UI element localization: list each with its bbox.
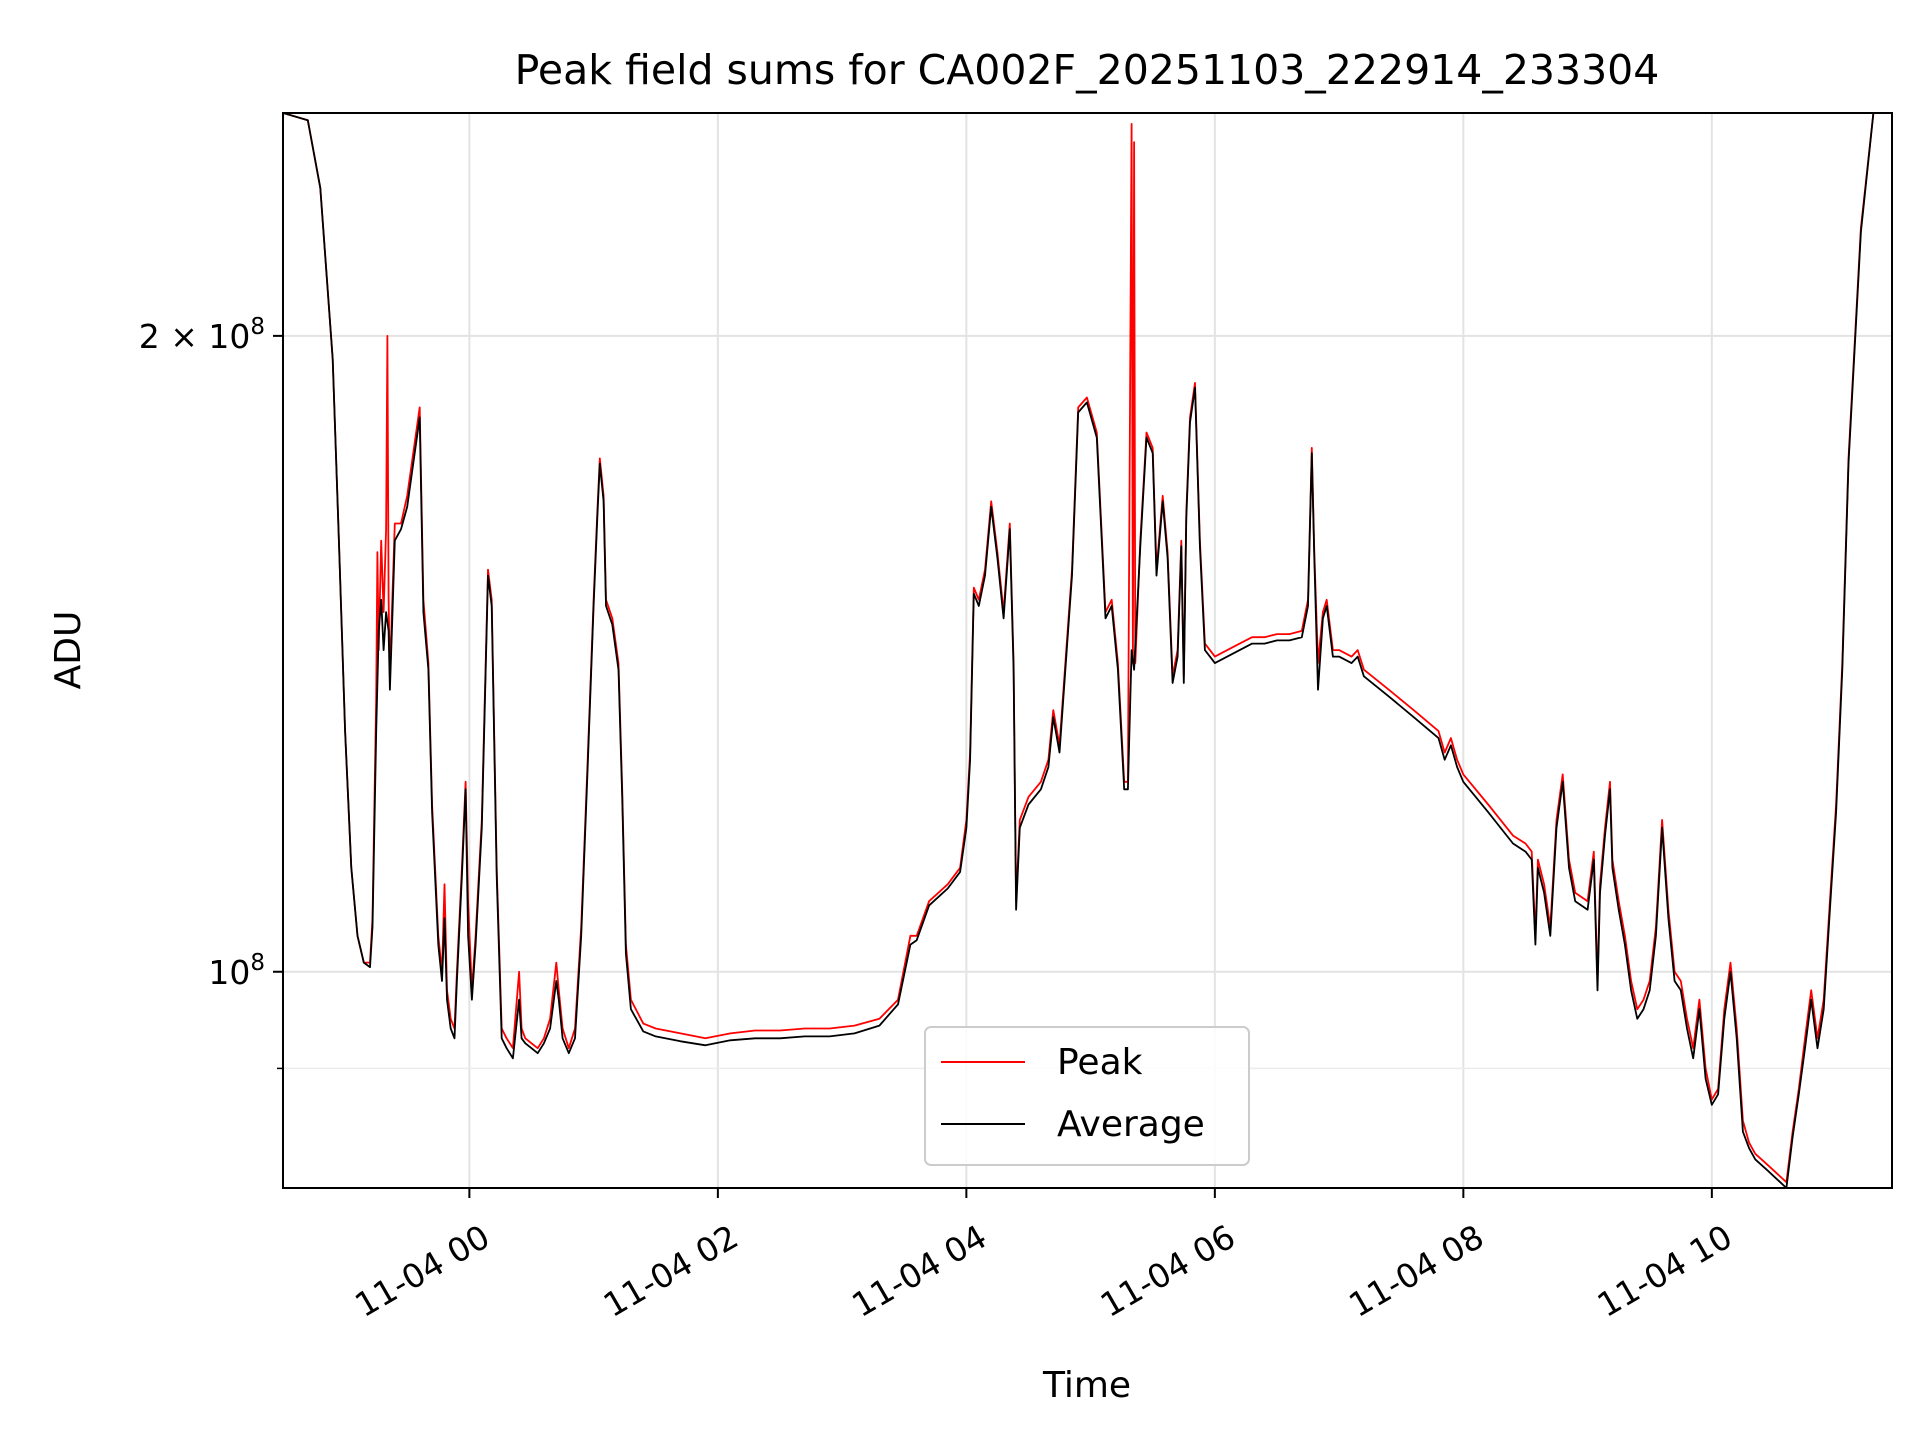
series-line-peak: [283, 113, 1892, 1184]
x-axis-label: Time: [1042, 1365, 1131, 1406]
legend: Peak Average: [924, 1026, 1250, 1166]
y-tick-label: 108: [208, 950, 265, 992]
y-tick-label: 2 × 108: [139, 314, 265, 356]
y-axis-label: ADU: [48, 611, 89, 690]
series-layer: [283, 113, 1892, 1188]
legend-label-peak: Peak: [1057, 1042, 1143, 1083]
chart-title: Peak field sums for CA002F_20251103_2229…: [515, 46, 1660, 94]
legend-label-average: Average: [1057, 1104, 1205, 1145]
plot-frame: [282, 112, 1893, 1189]
grid-layer: [283, 113, 1892, 1188]
series-line-average: [283, 113, 1892, 1188]
